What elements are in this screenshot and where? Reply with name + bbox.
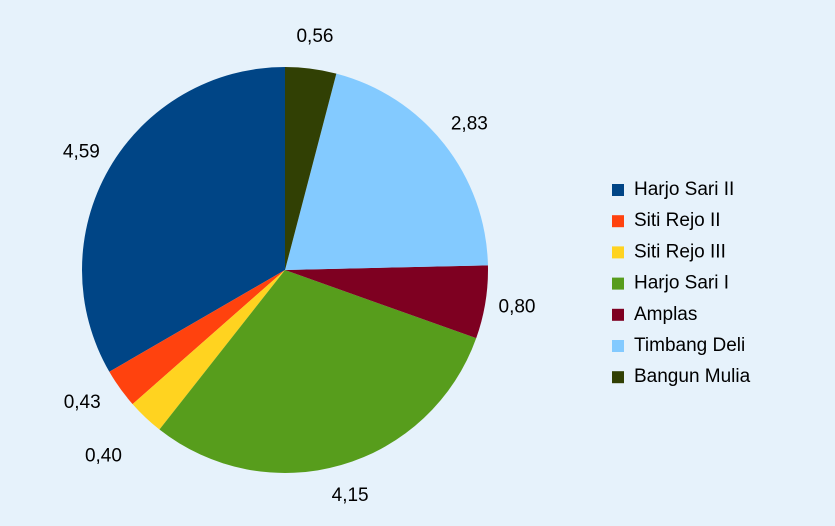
- pie-slice: [109, 270, 286, 405]
- legend-swatch: [612, 308, 624, 321]
- data-label: 0,40: [85, 446, 122, 467]
- legend-swatch: [612, 246, 624, 259]
- pie-slice: [285, 73, 488, 271]
- pie-slice: [285, 67, 337, 270]
- data-label: 0,80: [499, 296, 536, 317]
- legend-swatch: [612, 340, 624, 352]
- legend-label: Amplas: [634, 304, 697, 325]
- data-label: 4,15: [332, 485, 369, 506]
- legend-swatch: [612, 371, 624, 384]
- pie-slice: [82, 67, 286, 372]
- data-label: 0,56: [296, 26, 333, 47]
- legend-swatch: [612, 277, 624, 290]
- data-label: 2,83: [451, 113, 488, 134]
- pie-slice: [159, 270, 477, 474]
- legend-label: Siti Rejo III: [634, 241, 726, 262]
- pie-slice: [285, 265, 488, 339]
- legend-swatch: [612, 215, 624, 228]
- legend-label: Harjo Sari I: [634, 273, 729, 294]
- legend-label: Timbang Deli: [634, 335, 745, 356]
- legend-swatch: [612, 184, 624, 196]
- data-label: 4,59: [63, 142, 100, 163]
- data-label: 0,43: [64, 392, 101, 413]
- legend-label: Bangun Mulia: [634, 366, 751, 387]
- legend-label: Harjo Sari II: [634, 179, 734, 200]
- legend-label: Siti Rejo II: [634, 210, 721, 231]
- pie-slice: [132, 270, 285, 430]
